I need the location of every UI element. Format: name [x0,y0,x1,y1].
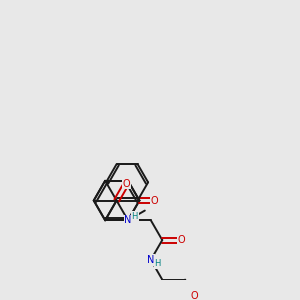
Text: H: H [154,259,161,268]
Text: O: O [191,291,199,300]
Text: H: H [132,212,138,221]
Text: O: O [151,196,158,206]
Text: O: O [122,179,130,189]
Text: N: N [147,255,154,265]
Text: O: O [178,235,185,245]
Text: N: N [124,215,132,225]
Text: N: N [124,215,132,225]
